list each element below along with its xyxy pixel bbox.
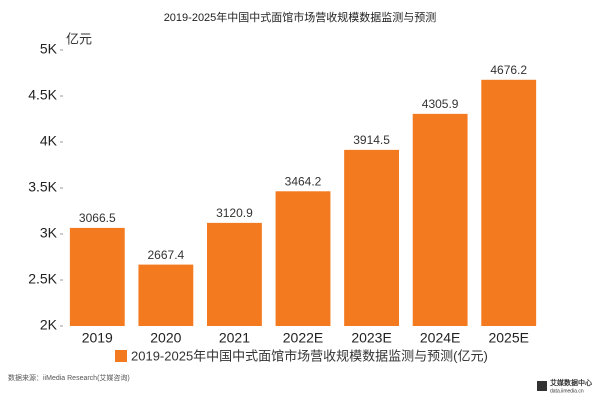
x-tick-label: 2020 <box>150 330 181 346</box>
bar <box>275 191 331 326</box>
data-label: 4676.2 <box>490 63 527 77</box>
y-tick-label: 5K <box>40 41 58 57</box>
logo-name: 艾媒数据中心 <box>550 378 592 387</box>
y-tick-label: 4K <box>40 133 58 149</box>
y-tick-label: 3K <box>40 225 58 241</box>
y-tick-label: 2K <box>40 317 58 333</box>
data-label: 3464.2 <box>285 174 322 188</box>
bar <box>481 79 537 326</box>
logo-url: data.iimedia.cn <box>550 388 584 394</box>
x-tick-label: 2022E <box>283 330 323 346</box>
x-tick-label: 2023E <box>351 330 391 346</box>
bar <box>138 264 194 326</box>
y-tick-label: 3.5K <box>28 179 57 195</box>
y-tick-label: 4.5K <box>28 87 57 103</box>
legend-swatch <box>115 350 127 362</box>
data-label: 2667.4 <box>148 248 185 262</box>
data-label: 4305.9 <box>422 97 459 111</box>
x-tick-label: 2025E <box>488 330 528 346</box>
data-label: 3066.5 <box>79 211 116 225</box>
x-tick-label: 2019 <box>82 330 113 346</box>
y-axis-label: 亿元 <box>66 31 92 46</box>
data-label: 3914.5 <box>353 133 390 147</box>
x-tick-label: 2021 <box>219 330 250 346</box>
bar <box>207 222 262 326</box>
logo-icon <box>537 381 547 391</box>
bar <box>344 149 399 326</box>
legend-label: 2019-2025年中国中式面馆市场营收规模数据监测与预测(亿元) <box>131 348 488 363</box>
x-tick-label: 2024E <box>420 330 460 346</box>
bar <box>412 113 468 326</box>
y-tick-label: 2.5K <box>28 271 57 287</box>
chart-title: 2019-2025年中国中式面馆市场营收规模数据监测与预测 <box>164 10 437 24</box>
bar <box>69 227 125 326</box>
data-label: 3120.9 <box>216 206 253 220</box>
source: 数据来源：iiMedia Research(艾媒咨询) <box>8 373 130 382</box>
